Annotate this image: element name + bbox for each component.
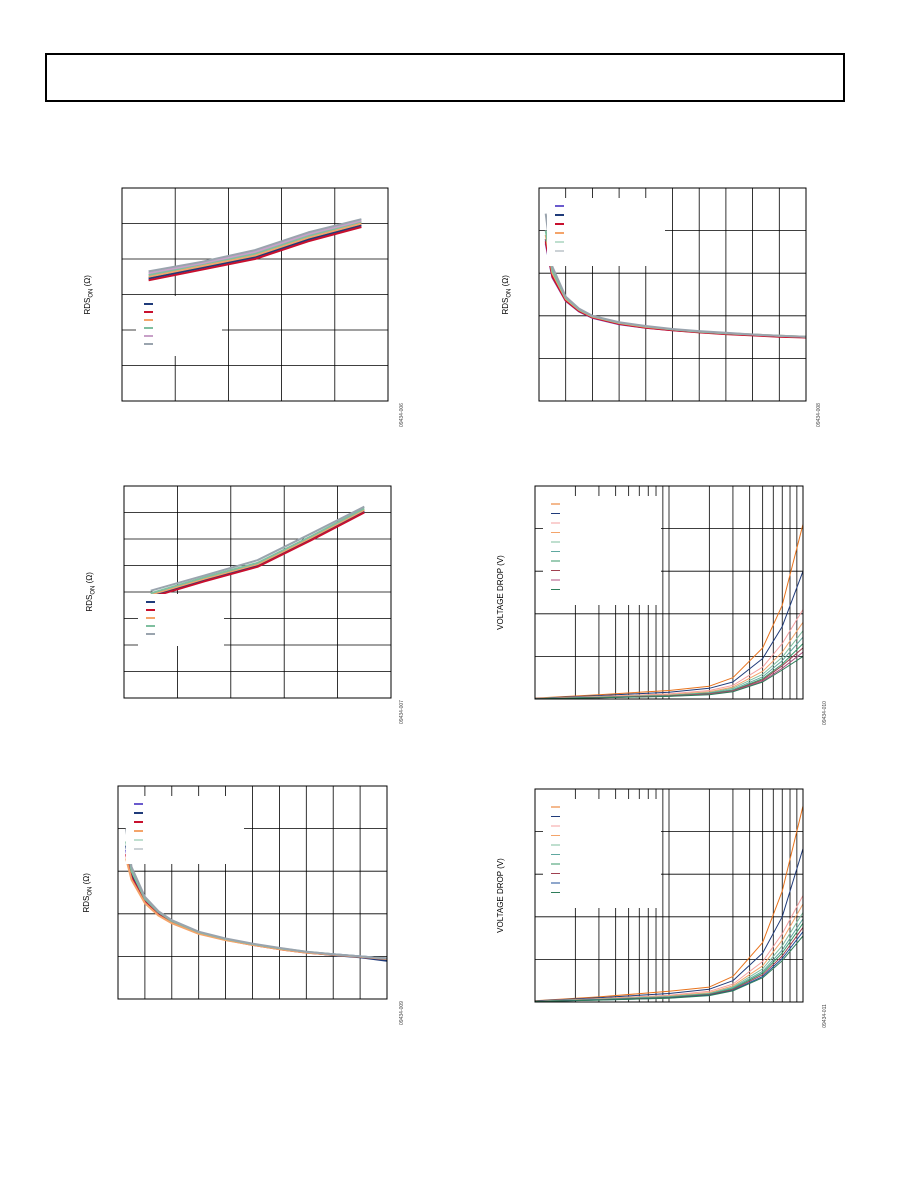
figure-code: 09434-006 (398, 403, 405, 427)
legend (138, 594, 224, 646)
chart-c3 (123, 485, 392, 699)
legend-box (136, 296, 222, 356)
chart-panel-vdrop-2 (534, 788, 804, 1003)
chart-c6 (534, 788, 804, 1003)
chart-panel-rds-2 (538, 187, 807, 402)
plot-frame (534, 485, 804, 700)
y-axis-label: RDSON (Ω) (84, 572, 97, 612)
figure-code: 09434-007 (398, 700, 405, 724)
series-line-5 (150, 505, 365, 592)
series-line-2 (534, 571, 804, 699)
series-line-4 (150, 507, 365, 595)
series-line-1 (534, 805, 804, 1002)
plot-frame (538, 187, 807, 402)
series-line-3 (534, 609, 804, 699)
series-line-6 (148, 218, 362, 273)
series-line-1 (150, 510, 365, 597)
plot-frame (534, 788, 804, 1003)
chart-c5 (117, 785, 388, 1000)
series-line-3 (148, 222, 362, 278)
legend (126, 796, 244, 864)
plot-frame (117, 785, 388, 1000)
figure-code: 09434-009 (398, 1001, 405, 1025)
legend (543, 496, 661, 605)
y-axis-label: VOLTAGE DROP (V) (495, 858, 505, 933)
chart-panel-rds-4 (117, 785, 388, 1000)
legend-box (543, 496, 661, 605)
series-line-6 (125, 828, 388, 960)
series-line-1 (148, 224, 362, 280)
series-line-2 (148, 226, 362, 282)
series-line-2 (150, 511, 365, 599)
legend-box (543, 799, 661, 908)
series-line-3 (150, 509, 365, 596)
series-line-10 (534, 655, 804, 700)
series-line-6 (544, 213, 807, 338)
legend (543, 799, 661, 908)
chart-c2 (538, 187, 807, 402)
series-line-1 (534, 524, 804, 699)
chart-panel-vdrop-1 (534, 485, 804, 700)
chart-c4 (534, 485, 804, 700)
chart-c1 (121, 187, 389, 402)
chart-panel-rds-3 (123, 485, 392, 699)
legend (136, 296, 222, 356)
figure-code: 09434-011 (821, 1004, 828, 1028)
grid (534, 486, 803, 699)
series-line-10 (534, 935, 804, 1002)
chart-panel-rds-1 (121, 187, 389, 402)
legend-box (126, 796, 244, 864)
y-axis-label: VOLTAGE DROP (V) (495, 555, 505, 630)
legend (547, 198, 665, 266)
series-line-5 (148, 219, 362, 275)
figure-code: 09434-010 (821, 701, 828, 725)
figure-code: 09434-008 (815, 403, 822, 427)
plot-frame (123, 485, 392, 699)
page-header-box (45, 53, 845, 102)
y-axis-label: RDSON (Ω) (500, 274, 513, 315)
y-axis-label: RDSON (Ω) (82, 274, 95, 315)
series-line-2 (534, 848, 804, 1002)
series-line-4 (148, 220, 362, 276)
legend-box (547, 198, 665, 266)
plot-frame (121, 187, 389, 402)
y-axis-label: RDSON (Ω) (81, 872, 94, 913)
